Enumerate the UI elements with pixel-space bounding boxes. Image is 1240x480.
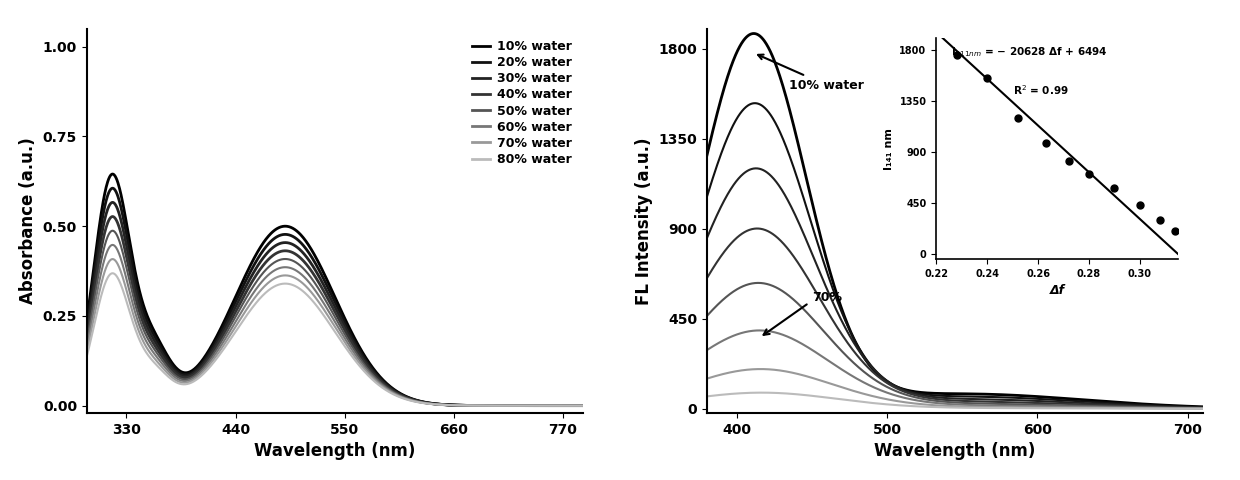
Point [1008, 114, 1028, 121]
Y-axis label: Absorbance (a.u.): Absorbance (a.u.) [19, 137, 37, 304]
Text: 70%: 70% [812, 291, 842, 304]
Point [946, 51, 966, 59]
Text: I$_{411 nm}$ = − 20628 Δf + 6494: I$_{411 nm}$ = − 20628 Δf + 6494 [951, 46, 1109, 59]
Text: 10% water: 10% water [758, 55, 864, 92]
Point [1059, 157, 1079, 165]
Point [1166, 227, 1185, 235]
Text: R$^{2}$ = 0.99: R$^{2}$ = 0.99 [1013, 83, 1069, 97]
Point [1130, 201, 1149, 209]
Point [1151, 216, 1171, 223]
Point [1105, 184, 1125, 192]
X-axis label: Δf: Δf [1049, 285, 1065, 298]
Point [977, 74, 997, 82]
Y-axis label: I₁₄₁ nm: I₁₄₁ nm [884, 128, 894, 170]
Point [1079, 170, 1099, 178]
Y-axis label: FL Intensity (a.u.): FL Intensity (a.u.) [635, 137, 652, 304]
X-axis label: Wavelength (nm): Wavelength (nm) [254, 442, 415, 460]
Legend: 10% water, 20% water, 30% water, 40% water, 50% water, 60% water, 70% water, 80%: 10% water, 20% water, 30% water, 40% wat… [466, 35, 577, 171]
X-axis label: Wavelength (nm): Wavelength (nm) [874, 442, 1035, 460]
Point [1035, 139, 1055, 146]
